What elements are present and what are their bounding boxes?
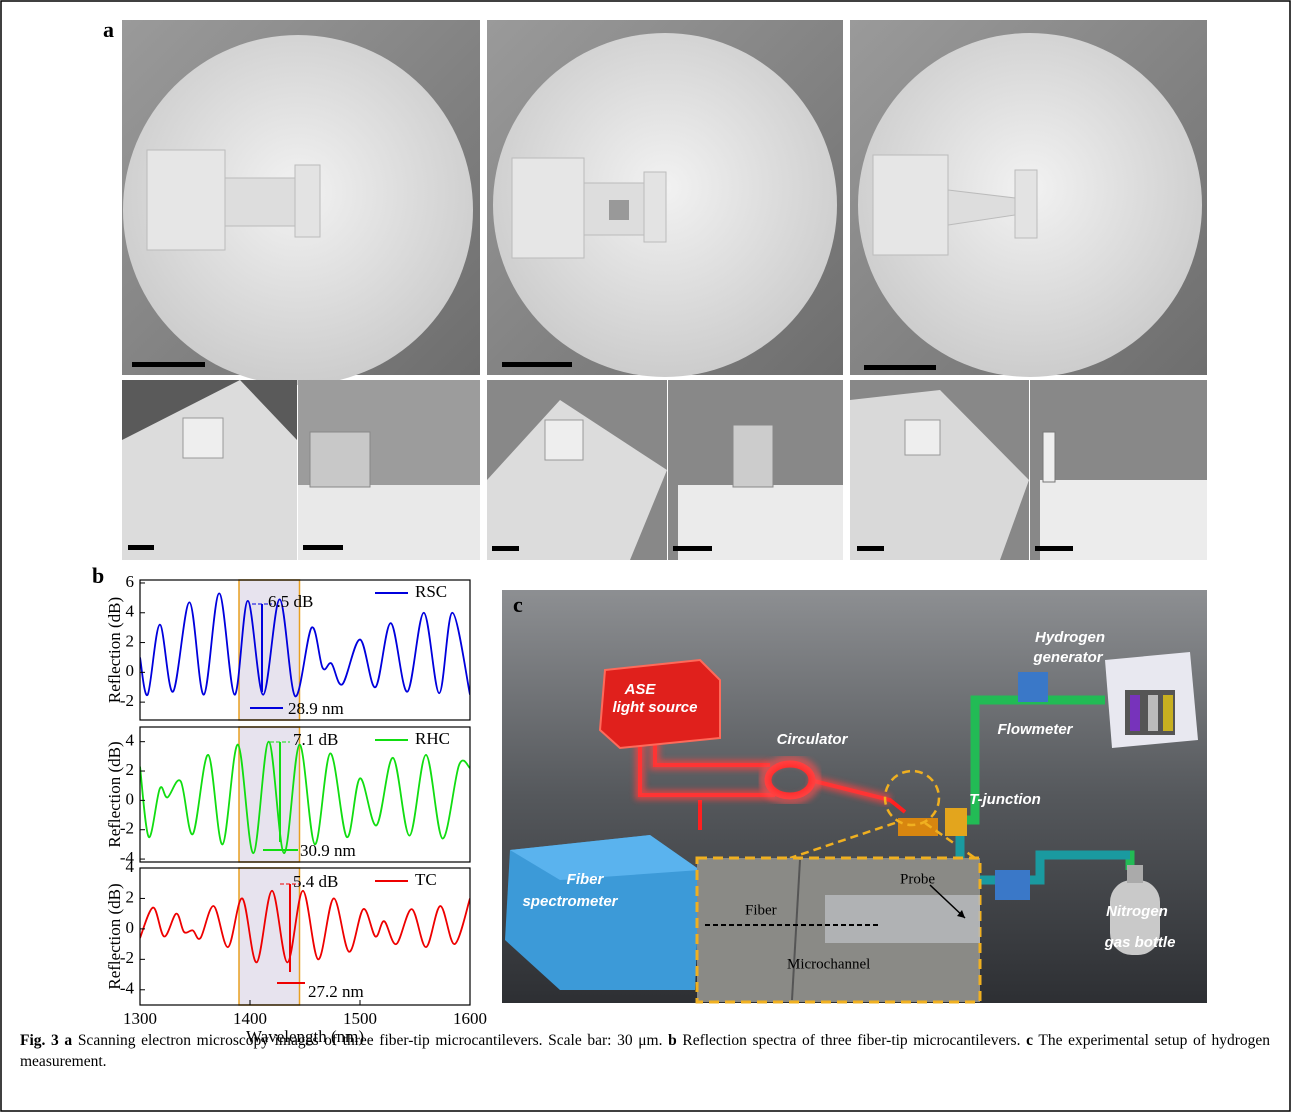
y-axis-label: Reflection (dB) (105, 597, 124, 703)
label: light source (612, 699, 697, 716)
panel-label: a (103, 17, 114, 42)
caption-key: b (668, 1032, 677, 1049)
panel-label: c (513, 592, 523, 617)
caption-key: c (1026, 1032, 1033, 1049)
x-tick-label: 1600 (453, 1009, 487, 1028)
annotation: 30.9 nm (300, 841, 356, 860)
caption: Fig. 3 a Scanning electron microscopy im… (20, 1030, 1270, 1072)
page: a b c ASE light source Circulator Fiber … (0, 0, 1292, 1117)
caption-key: a (64, 1032, 72, 1049)
y-tick-label: 4 (126, 731, 135, 750)
annotation: 5.4 dB (293, 872, 338, 891)
figure: a b c ASE light source Circulator Fiber … (0, 0, 1292, 1117)
label: spectrometer (522, 893, 618, 910)
y-tick-label: 2 (126, 887, 135, 906)
legend-label: RSC (415, 582, 447, 601)
x-tick-label: 1500 (343, 1009, 377, 1028)
inset-label: Microchannel (787, 956, 870, 972)
y-tick-label: 0 (126, 789, 135, 808)
y-tick-label: 0 (126, 661, 135, 680)
label: generator (1032, 649, 1103, 666)
label: gas bottle (1104, 934, 1176, 951)
inset-label: Fiber (745, 902, 777, 918)
label: Circulator (777, 731, 849, 748)
y-tick-label: 4 (126, 602, 135, 621)
panel-label: b (92, 563, 104, 588)
highlight-band (239, 727, 300, 862)
y-tick-label: 0 (126, 918, 135, 937)
legend-label: TC (415, 870, 437, 889)
caption-text: Scanning electron microscopy images of t… (78, 1032, 663, 1049)
y-axis-label: Reflection (dB) (105, 741, 124, 847)
y-tick-label: 4 (126, 857, 135, 876)
sem-images (122, 20, 1207, 560)
annotation: 28.9 nm (288, 699, 344, 718)
series-line (140, 891, 470, 963)
series-line (140, 742, 470, 854)
annotation: 27.2 nm (308, 982, 364, 1001)
label: Hydrogen (1035, 629, 1105, 646)
legend-label: RHC (415, 729, 450, 748)
x-tick-label: 1300 (123, 1009, 157, 1028)
inset-label: Probe (900, 871, 935, 887)
annotation: 6.5 dB (268, 592, 313, 611)
y-tick-label: 2 (126, 631, 135, 650)
label: Fiber (567, 871, 605, 888)
y-tick-label: 2 (126, 760, 135, 779)
caption-text: Reflection spectra of three fiber-tip mi… (682, 1032, 1020, 1049)
y-tick-label: 6 (126, 572, 135, 591)
label: Nitrogen (1106, 903, 1168, 920)
label: ASE (624, 681, 657, 698)
annotation: 7.1 dB (293, 730, 338, 749)
x-tick-label: 1400 (233, 1009, 267, 1028)
label: Flowmeter (997, 721, 1073, 738)
label: T-junction (969, 791, 1041, 808)
caption-fig: Fig. 3 (20, 1032, 59, 1049)
y-axis-label: Reflection (dB) (105, 883, 124, 989)
